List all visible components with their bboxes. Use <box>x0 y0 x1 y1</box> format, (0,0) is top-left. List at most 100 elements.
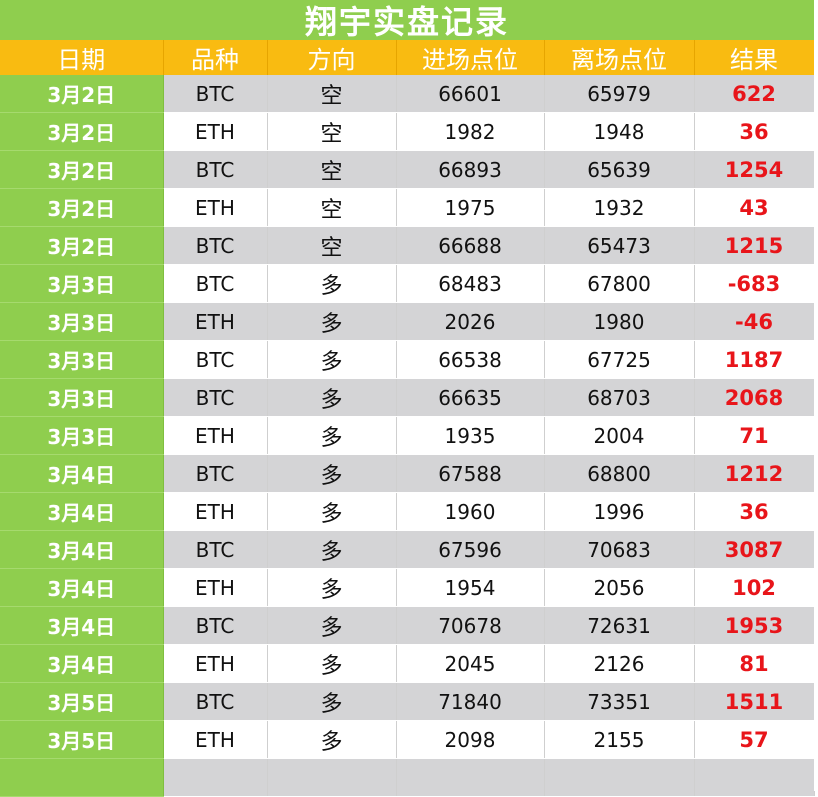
date-cell: 3月3日 <box>0 416 164 455</box>
table-row: 3月5日 BTC 多 71840 73351 1511 <box>0 682 815 721</box>
exit-cell: 68703 <box>544 378 695 417</box>
date-cell: 3月4日 <box>0 454 164 493</box>
symbol-cell: ETH <box>163 416 268 455</box>
direction-cell: 多 <box>267 454 397 493</box>
table-row: 3月4日 BTC 多 67588 68800 1212 <box>0 454 815 493</box>
exit-cell: 1996 <box>544 492 695 531</box>
entry-cell: 71840 <box>396 682 545 721</box>
symbol-cell: BTC <box>163 226 268 265</box>
direction-cell: 多 <box>267 682 397 721</box>
entry-cell: 1935 <box>396 416 545 455</box>
result-cell: 43 <box>694 188 815 227</box>
date-cell: 3月2日 <box>0 226 164 265</box>
table-row: 3月4日 ETH 多 2045 2126 81 <box>0 644 815 683</box>
column-header-result: 结果 <box>694 40 815 75</box>
entry-cell: 1982 <box>396 112 545 151</box>
table-row: 3月4日 BTC 多 67596 70683 3087 <box>0 530 815 569</box>
exit-cell: 65473 <box>544 226 695 265</box>
entry-cell: 66538 <box>396 340 545 379</box>
table-row: 3月2日 ETH 空 1982 1948 36 <box>0 112 815 151</box>
exit-cell: 65639 <box>544 150 695 189</box>
entry-cell: 2098 <box>396 720 545 759</box>
result-cell: 71 <box>694 416 815 455</box>
direction-cell: 多 <box>267 720 397 759</box>
exit-cell: 70683 <box>544 530 695 569</box>
exit-cell: 1932 <box>544 188 695 227</box>
entry-cell: 66688 <box>396 226 545 265</box>
date-cell: 3月2日 <box>0 112 164 151</box>
table-row: 3月4日 ETH 多 1954 2056 102 <box>0 568 815 607</box>
date-cell: 3月2日 <box>0 188 164 227</box>
exit-cell: 67725 <box>544 340 695 379</box>
exit-cell: 72631 <box>544 606 695 645</box>
date-cell: 3月2日 <box>0 75 164 113</box>
exit-cell: 73351 <box>544 682 695 721</box>
date-cell: 3月2日 <box>0 150 164 189</box>
entry-cell: 66893 <box>396 150 545 189</box>
symbol-cell: BTC <box>163 264 268 303</box>
result-cell: -46 <box>694 302 815 341</box>
result-cell: 1953 <box>694 606 815 645</box>
result-cell: 57 <box>694 720 815 759</box>
date-cell: 3月3日 <box>0 340 164 379</box>
direction-cell: 多 <box>267 416 397 455</box>
entry-cell: 68483 <box>396 264 545 303</box>
entry-cell: 2045 <box>396 644 545 683</box>
exit-cell: 68800 <box>544 454 695 493</box>
direction-cell: 多 <box>267 492 397 531</box>
direction-cell: 空 <box>267 150 397 189</box>
result-cell: 1212 <box>694 454 815 493</box>
result-cell: 3087 <box>694 530 815 569</box>
result-cell: -683 <box>694 264 815 303</box>
column-header-exit: 离场点位 <box>544 40 695 75</box>
table-row: 3月5日 ETH 多 2098 2155 57 <box>0 720 815 759</box>
date-cell: 3月3日 <box>0 302 164 341</box>
entry-cell: 66601 <box>396 75 545 113</box>
entry-cell: 1960 <box>396 492 545 531</box>
exit-cell: 2056 <box>544 568 695 607</box>
exit-cell: 65979 <box>544 75 695 113</box>
result-cell: 1187 <box>694 340 815 379</box>
table-row: 3月3日 ETH 多 2026 1980 -46 <box>0 302 815 341</box>
symbol-cell: BTC <box>163 75 268 113</box>
trade-table: 日期 品种 方向 进场点位 离场点位 结果 3月2日 BTC 空 66601 65979… <box>0 40 815 797</box>
date-cell: 3月3日 <box>0 264 164 303</box>
column-header-entry: 进场点位 <box>396 40 545 75</box>
symbol-cell: ETH <box>163 112 268 151</box>
table-row: 3月3日 BTC 多 66635 68703 2068 <box>0 378 815 417</box>
result-cell: 81 <box>694 644 815 683</box>
symbol-cell: ETH <box>163 568 268 607</box>
result-cell: 102 <box>694 568 815 607</box>
result-cell: 622 <box>694 75 815 113</box>
header-row: 日期 品种 方向 进场点位 离场点位 结果 <box>0 40 815 75</box>
direction-cell: 空 <box>267 226 397 265</box>
result-cell: 1215 <box>694 226 815 265</box>
entry-cell: 1954 <box>396 568 545 607</box>
date-cell: 3月5日 <box>0 682 164 721</box>
exit-cell: 1948 <box>544 112 695 151</box>
direction-cell: 多 <box>267 302 397 341</box>
result-cell: 2068 <box>694 378 815 417</box>
result-cell: 1511 <box>694 682 815 721</box>
symbol-cell: BTC <box>163 150 268 189</box>
date-cell: 3月3日 <box>0 378 164 417</box>
exit-cell: 2155 <box>544 720 695 759</box>
symbol-cell: ETH <box>163 644 268 683</box>
symbol-cell: ETH <box>163 188 268 227</box>
table-row: 3月2日 ETH 空 1975 1932 43 <box>0 188 815 227</box>
table-row: 3月2日 BTC 空 66688 65473 1215 <box>0 226 815 265</box>
exit-cell: 2126 <box>544 644 695 683</box>
table-row: 3月4日 ETH 多 1960 1996 36 <box>0 492 815 531</box>
symbol-cell: BTC <box>163 606 268 645</box>
table-row: 3月3日 ETH 多 1935 2004 71 <box>0 416 815 455</box>
date-cell: 3月4日 <box>0 530 164 569</box>
direction-cell: 空 <box>267 75 397 113</box>
result-cell: 36 <box>694 492 815 531</box>
date-cell: 3月4日 <box>0 568 164 607</box>
table-row: 3月2日 BTC 空 66893 65639 1254 <box>0 150 815 189</box>
date-cell: 3月5日 <box>0 720 164 759</box>
direction-cell: 多 <box>267 340 397 379</box>
direction-cell: 多 <box>267 264 397 303</box>
symbol-cell: BTC <box>163 378 268 417</box>
